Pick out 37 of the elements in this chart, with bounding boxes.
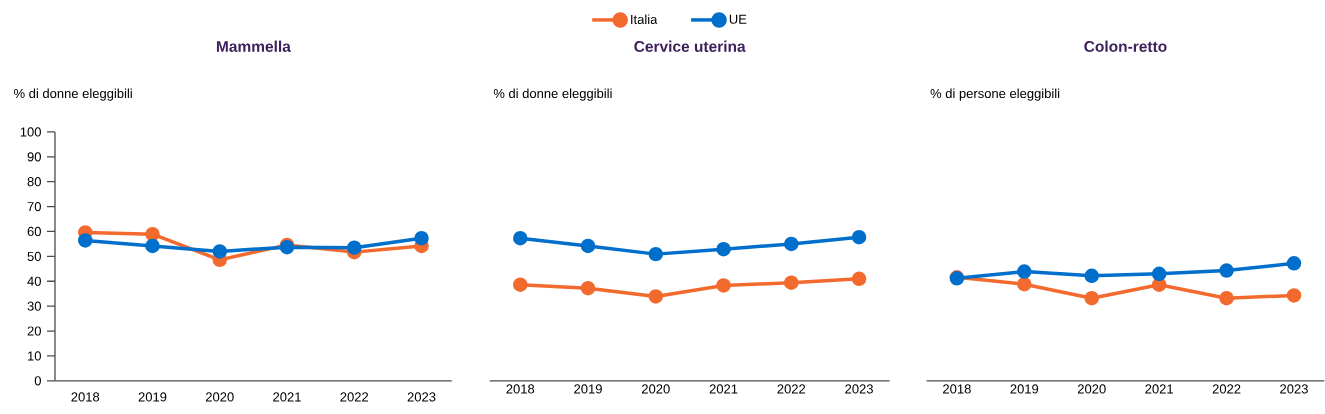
x-tick-label: 2018 [506,384,535,394]
x-tick-label: 2020 [205,392,234,402]
x-tick-label: 2019 [574,384,602,394]
x-tick-label: 2020 [1077,384,1106,394]
legend-label: UE [729,14,747,24]
y-tick-label: 30 [27,301,41,311]
y-tick-label: 90 [27,152,41,162]
x-tick-label: 2019 [138,392,167,402]
y-tick-label: 40 [27,276,41,286]
y-tick-label: 50 [27,251,41,262]
x-tick-label: 2021 [709,384,738,394]
chart-title: Colon-retto [1084,40,1167,53]
x-tick-label: 2022 [340,392,369,402]
x-tick-label: 2021 [1145,384,1173,394]
chart-title: Cervice uterina [634,40,746,53]
y-tick-label: 80 [27,177,41,187]
y-tick-label: 70 [27,202,41,212]
y-tick-label: 20 [27,326,41,336]
x-tick-label: 2023 [845,384,873,394]
x-tick-label: 2018 [943,384,971,394]
legend-label: Italia [631,14,658,25]
y-tick-label: 60 [27,226,41,237]
x-tick-label: 2020 [641,384,670,394]
x-tick-label: 2023 [1280,384,1308,394]
y-tick-label: 100 [20,127,41,137]
y-axis-title: % di donne eleggibili [14,88,132,101]
x-tick-label: 2018 [71,392,100,402]
x-tick-label: 2019 [1010,384,1039,394]
x-tick-label: 2022 [777,384,806,394]
chart-title: Mammella [216,40,291,53]
x-tick-label: 2023 [407,392,436,402]
y-axis-title: % di donne eleggibili [493,88,612,101]
y-tick-label: 0 [34,376,41,386]
y-axis-title: % di persone eleggibili [930,88,1060,101]
y-tick-label: 10 [28,351,41,361]
x-tick-label: 2021 [273,392,301,402]
x-tick-label: 2022 [1212,384,1241,394]
